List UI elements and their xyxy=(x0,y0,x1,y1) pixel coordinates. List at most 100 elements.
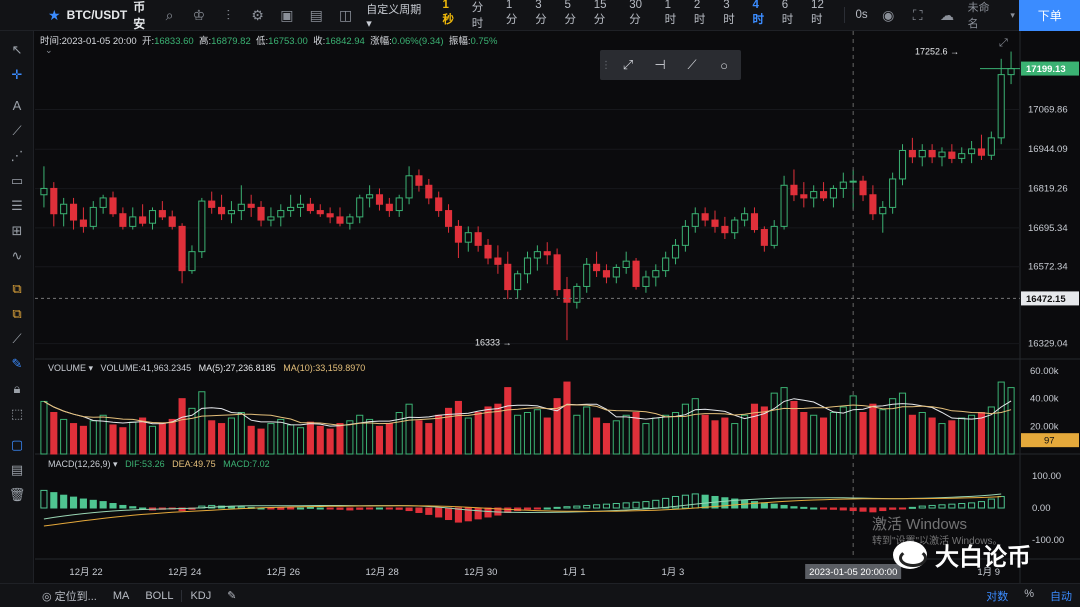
drag-handle-icon[interactable]: ⋮ xyxy=(601,59,611,71)
volume-bar xyxy=(958,417,966,455)
macd-histogram-bar xyxy=(454,507,462,523)
crown-icon[interactable]: ♔ xyxy=(192,6,206,23)
trash-icon[interactable]: 🗑︎ xyxy=(8,486,26,502)
candle-body xyxy=(948,151,956,159)
candle-body xyxy=(69,203,78,221)
locate-button[interactable]: ◎ 定位到... xyxy=(42,590,97,603)
macd-histogram-bar xyxy=(642,501,650,509)
volume-ma5: MA(5):27,236.8185 xyxy=(198,363,276,373)
custom-period-dropdown[interactable]: 自定义周期 ▾ xyxy=(366,3,422,30)
volume-bar xyxy=(178,398,186,455)
x-axis-label: 12月 28 xyxy=(365,567,398,578)
volume-bar xyxy=(622,414,630,455)
fib-retracement-icon[interactable]: ☰ xyxy=(11,197,23,213)
lock-icon[interactable]: 🔒︎ xyxy=(13,380,21,396)
notes-icon[interactable]: ▤ xyxy=(10,461,24,477)
expand-chart-icon[interactable]: ⤢ xyxy=(999,37,1008,49)
volume-bar xyxy=(356,414,364,455)
volume-bar xyxy=(968,414,976,455)
volume-bar xyxy=(366,418,374,455)
boll-indicator-button[interactable]: BOLL xyxy=(145,589,174,602)
pitchfork-icon[interactable]: ⋰ xyxy=(10,147,24,163)
period-8[interactable]: 2时 xyxy=(693,0,706,26)
trend-line-icon[interactable]: ⟋ xyxy=(12,122,22,138)
layout-icon[interactable]: ◫ xyxy=(338,6,353,23)
ma-indicator-button[interactable]: MA xyxy=(112,589,130,602)
macd-histogram-bar xyxy=(701,494,709,509)
fullscreen-icon[interactable]: ⛶ xyxy=(912,6,923,23)
period-5[interactable]: 15分 xyxy=(593,0,607,26)
candle-body xyxy=(346,216,354,224)
rectangle-icon[interactable]: ▭ xyxy=(10,172,24,188)
crosshair-icon[interactable]: ✛ xyxy=(11,66,23,82)
collapse-chevron-icon[interactable]: ⌄ xyxy=(45,45,53,55)
layout-name[interactable]: 未命名 xyxy=(967,2,990,30)
period-10[interactable]: 4时 xyxy=(752,0,764,26)
grid-tool-icon[interactable]: ⊞ xyxy=(11,222,23,238)
pen-brush-icon[interactable]: ✎ xyxy=(11,355,23,371)
calendar-icon[interactable]: ▤ xyxy=(309,6,323,23)
volume-info: VOLUME ▾ VOLUME:41,963.2345 MA(5):27,236… xyxy=(48,363,366,373)
candle-body xyxy=(1007,68,1015,76)
volume-bar xyxy=(395,412,403,455)
macd-histogram-bar xyxy=(99,501,107,509)
volume-bar xyxy=(898,392,907,455)
kdj-indicator-button[interactable]: KDJ xyxy=(190,589,212,602)
chevron-down-icon[interactable]: ▾ xyxy=(1010,9,1015,20)
macd-histogram-bar xyxy=(977,501,986,509)
volume-label[interactable]: VOLUME xyxy=(48,363,87,373)
camera-icon[interactable]: ◉ xyxy=(882,6,895,23)
macd-histogram-bar xyxy=(662,497,670,509)
zero-seconds-button[interactable]: 0s xyxy=(855,9,868,21)
auto-scale-button[interactable]: 自动 xyxy=(1050,590,1072,603)
drawing-toolbar: ↖ ✛ A ⟋ ⋰ ▭ ☰ ⊞ ∿ ⧉ ⧉ ⟋ ✎ 🔒︎ ⬚ ▢ ▤ 🗑︎ xyxy=(0,31,34,583)
period-4[interactable]: 5分 xyxy=(564,0,576,26)
macd-histogram-bar xyxy=(484,507,492,518)
extended-line-icon[interactable]: ⟋ xyxy=(687,57,697,72)
link-icon[interactable]: ⧉ xyxy=(12,305,22,321)
settings-gear-icon[interactable]: ⚙ xyxy=(251,6,264,23)
log-scale-button[interactable]: 对数 xyxy=(986,590,1009,603)
search-icon[interactable]: ⌕ xyxy=(165,6,174,23)
period-9[interactable]: 3时 xyxy=(723,0,735,26)
macd-axis-label: 0.00 xyxy=(1032,503,1051,514)
period-7[interactable]: 1时 xyxy=(664,0,677,26)
wave-pattern-icon[interactable]: ∿ xyxy=(11,247,23,263)
macd-histogram-bar xyxy=(69,496,78,509)
percent-scale-button[interactable]: % xyxy=(1024,587,1034,600)
macd-histogram-bar xyxy=(129,506,137,509)
candle-body xyxy=(583,263,591,287)
cursor-arrow-icon[interactable]: ↖ xyxy=(11,41,23,57)
text-tool-icon[interactable]: A xyxy=(12,98,22,113)
magnet-icon[interactable]: ⧉ xyxy=(12,280,22,296)
edit-icon[interactable]: ✎ xyxy=(227,590,237,602)
period-2[interactable]: 1分 xyxy=(505,0,518,26)
chart-template-icon[interactable]: ▣ xyxy=(280,6,294,23)
period-3[interactable]: 3分 xyxy=(535,0,547,26)
favorite-star-icon[interactable]: ★ xyxy=(48,6,61,23)
period-1[interactable]: 分时 xyxy=(471,2,484,30)
indicators-icon[interactable]: ⫶ xyxy=(226,6,230,23)
place-order-button[interactable]: 下单 xyxy=(1019,0,1080,31)
chart-area[interactable]: 17069.86 16944.09 16819.26 16695.34 16572.34… xyxy=(35,31,1080,583)
period-0[interactable]: 1秒 xyxy=(442,0,454,26)
candle-body xyxy=(139,216,147,224)
macd-histogram-bar xyxy=(731,498,739,509)
period-12[interactable]: 12时 xyxy=(811,0,824,26)
macd-label[interactable]: MACD(12,26,9) xyxy=(48,459,111,469)
hide-drawings-icon[interactable]: ⬚ xyxy=(10,405,24,421)
symbol-selector[interactable]: ★ BTC/USDT 币安 xyxy=(0,0,155,31)
volume-bar xyxy=(494,403,502,455)
candle-body xyxy=(889,178,897,208)
candle-body xyxy=(790,184,798,196)
volume-bar xyxy=(158,423,166,455)
ray-line-icon[interactable]: ⤢ xyxy=(622,57,634,72)
cloud-icon[interactable]: ☁ xyxy=(939,6,954,23)
circle-icon[interactable]: ○ xyxy=(720,57,728,73)
horizontal-line-icon[interactable]: ⊣ xyxy=(654,57,666,72)
object-tree-icon[interactable]: ▢ xyxy=(10,436,24,452)
period-11[interactable]: 6时 xyxy=(781,0,794,26)
ruler-icon[interactable]: ⟋ xyxy=(12,330,22,346)
period-6[interactable]: 30分 xyxy=(629,0,642,26)
candlestick-chart-svg[interactable]: 17069.86 16944.09 16819.26 16695.34 16572.34… xyxy=(35,31,1080,583)
